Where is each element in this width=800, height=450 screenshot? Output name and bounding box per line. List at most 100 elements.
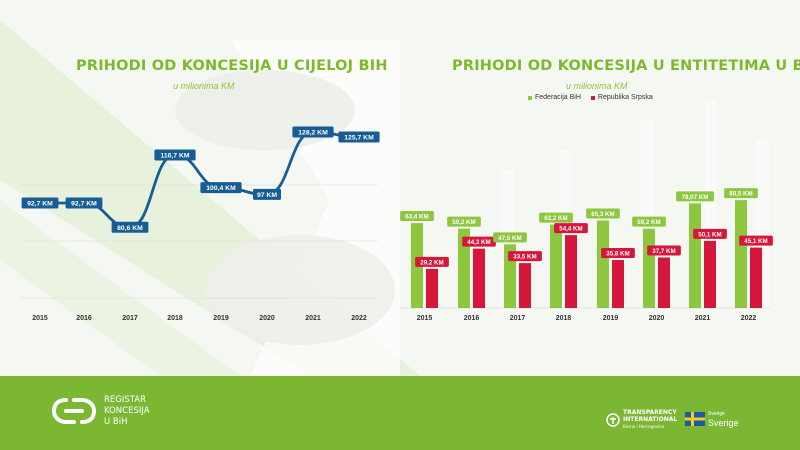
bar-label-text: 44,3 KM (467, 239, 490, 246)
bar-label-text: 29,2 KM (420, 259, 443, 266)
bar-label-text: 35,8 KM (606, 250, 629, 257)
data-label-box (65, 197, 103, 209)
bar-label-box (693, 228, 727, 239)
bar-rs-2022 (750, 247, 762, 308)
bar-label-box (462, 236, 496, 247)
bar-fbih-2020 (643, 228, 655, 308)
bar-label-box (632, 216, 666, 227)
bar-label-box (601, 248, 635, 259)
bar-label-box (493, 232, 527, 243)
bar-fbih-2018 (550, 224, 562, 308)
legend-swatch-red (590, 95, 595, 100)
bar-label-fbih-2020: 59,2 KM (632, 216, 666, 227)
x-tick-label: 2022 (741, 315, 757, 322)
legend-swatch-green (528, 95, 532, 100)
bar-label-box (447, 216, 481, 227)
bar-label-box (647, 245, 681, 256)
ti-line-3: Bosna i Hercegovina (623, 424, 665, 429)
bar-label-rs-2021: 50,1 KM (693, 228, 727, 239)
ti-globe-icon (606, 412, 620, 427)
data-label-2017: 80,6 KM (111, 221, 149, 233)
bar-label-fbih-2022: 80,5 KM (724, 188, 758, 199)
bar-label-box (724, 188, 758, 199)
logo-line-1: REGISTAR (104, 395, 147, 405)
bar-label-rs-2022: 45,1 KM (739, 235, 773, 246)
data-label-text: 100,4 KM (206, 185, 236, 192)
data-label-text: 80,6 KM (117, 225, 143, 232)
line-chart: 92,7 KM 2015 92,7 KM 2016 80,6 KM 2017 116,7 K… (20, 126, 380, 322)
bar-label-text: 54,4 KM (559, 226, 582, 233)
x-tick-label: 2018 (167, 315, 183, 322)
bar-label-fbih-2021: 78,07 KM (676, 191, 714, 202)
x-tick-label: 2019 (603, 315, 619, 322)
sverige-logo: Sverige Sverige (685, 410, 739, 428)
x-tick-label: 2022 (351, 315, 367, 322)
bar-label-rs-2017: 33,5 KM (508, 251, 542, 262)
ti-line-1: TRANSPARENCY (623, 409, 677, 416)
chart-legend: Federacija BiH Republika Srpska (528, 94, 653, 101)
data-label-2019: 100,4 KM (200, 182, 242, 194)
data-label-2020: 97 KM (253, 188, 281, 200)
legend-item-rs: Republika Srpska (590, 94, 653, 101)
bar-fbih-2016 (458, 228, 470, 308)
ti-line-2: INTERNATIONAL (623, 416, 678, 423)
data-label-box (253, 188, 281, 200)
bar-rs-2017 (519, 263, 531, 308)
data-label-text: 116,7 KM (160, 153, 189, 160)
legend-item-fbih: Federacija BiH (528, 94, 581, 101)
x-tick-label: 2019 (213, 315, 229, 322)
bar-label-text: 47,5 KM (498, 235, 521, 242)
transparency-international-logo: TRANSPARENCY INTERNATIONAL Bosna i Herce… (606, 409, 677, 430)
data-label-box (338, 131, 380, 143)
data-label-2018: 116,7 KM (154, 149, 196, 161)
left-chart-title: PRIHODI OD KONCESIJA U CIJELOJ BIH (76, 58, 388, 74)
bar-label-text: 62,2 KM (544, 215, 567, 222)
bar-label-rs-2020: 37,7 KM (647, 245, 681, 256)
data-label-text: 97 KM (257, 192, 277, 199)
x-tick-label: 2021 (695, 315, 711, 322)
bar-label-text: 37,7 KM (652, 248, 675, 255)
bar-label-box (539, 212, 573, 223)
bar-label-rs-2019: 35,8 KM (601, 248, 635, 259)
left-chart-subtitle: u milionima KM (173, 81, 235, 91)
data-label-2015: 92,7 KM (21, 197, 59, 209)
bar-chart: 63,4 KM 29,2 KM 2015 59,2 KM 44,3 KM 2016 47,5… (400, 188, 773, 322)
bar-fbih-2019 (597, 220, 609, 308)
x-tick-label: 2015 (417, 315, 433, 322)
right-chart-title: PRIHODI OD KONCESIJA U ENTITETIMA U BIH (452, 58, 800, 74)
data-label-box (111, 221, 149, 233)
bar-label-box (400, 211, 434, 222)
sverige-big-text: Sverige (708, 418, 739, 428)
bar-rs-2016 (473, 248, 485, 308)
bar-rs-2019 (612, 260, 624, 308)
bar-rs-2018 (565, 235, 577, 308)
x-tick-label: 2018 (556, 315, 572, 322)
bar-label-rs-2015: 29,2 KM (415, 256, 449, 267)
bar-label-text: 59,2 KM (637, 219, 660, 226)
bar-label-box (739, 235, 773, 246)
data-label-text: 92,7 KM (71, 201, 97, 208)
bar-label-text: 80,5 KM (729, 191, 752, 198)
legend-label-rs: Republika Srpska (597, 94, 653, 101)
x-tick-label: 2021 (305, 315, 321, 322)
x-tick-label: 2017 (510, 315, 526, 322)
bar-rs-2020 (658, 257, 670, 308)
x-tick-label: 2016 (464, 315, 480, 322)
bar-fbih-2021 (689, 203, 701, 308)
data-label-text: 92,7 KM (27, 201, 53, 208)
x-tick-label: 2017 (122, 315, 138, 322)
legend-label-fbih: Federacija BiH (535, 94, 581, 101)
bar-label-box (554, 223, 588, 234)
bar-label-text: 63,4 KM (405, 213, 428, 220)
data-label-box (21, 197, 59, 209)
bar-label-text: 59,2 KM (452, 219, 475, 226)
registar-logo-icon (52, 398, 96, 424)
data-label-box (200, 182, 242, 194)
bar-label-text: 33,5 KM (513, 254, 536, 261)
sverige-small-text: Sverige (708, 411, 725, 417)
bar-label-fbih-2016: 59,2 KM (447, 216, 481, 227)
logo-line-3: U BiH (104, 417, 128, 427)
data-label-2021: 128,2 KM (292, 126, 334, 138)
data-label-2022: 125,7 KM (338, 131, 380, 143)
